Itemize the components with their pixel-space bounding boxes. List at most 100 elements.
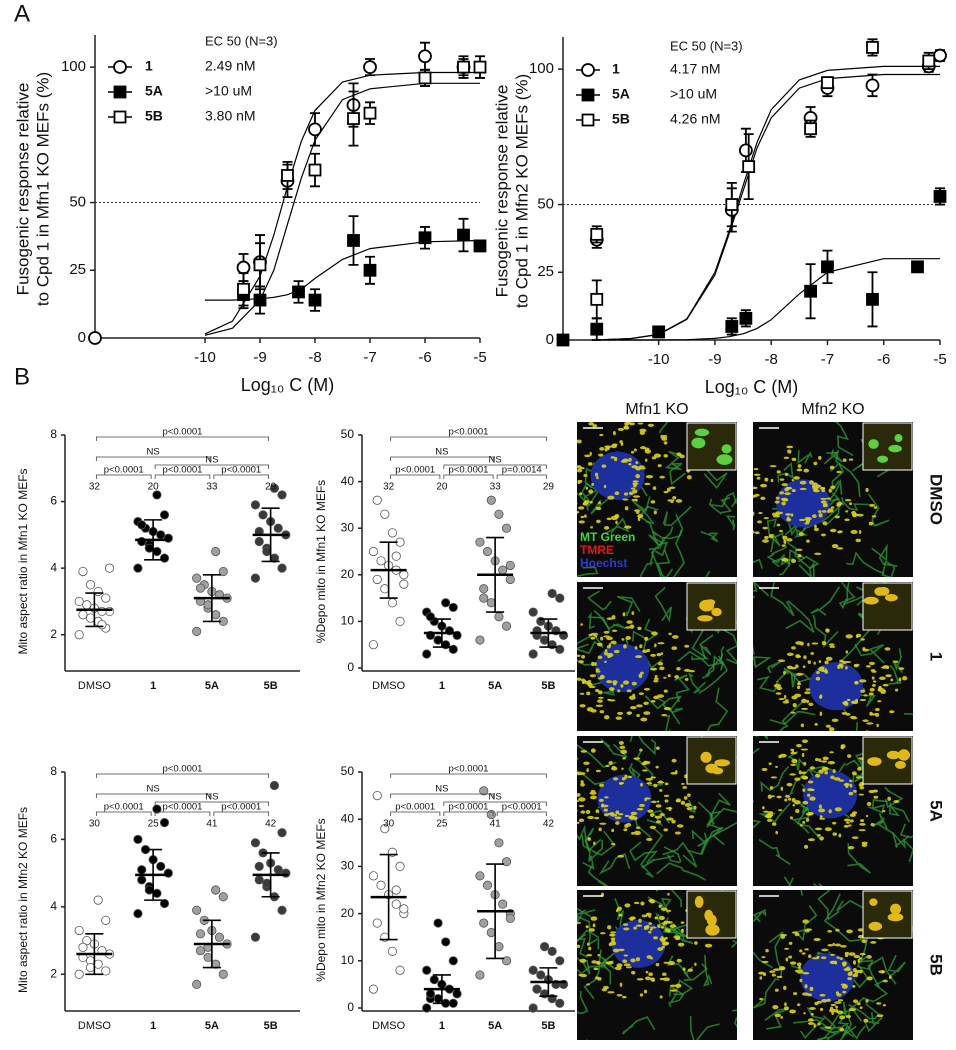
comparison-label: NS (147, 447, 160, 458)
marker (236, 260, 251, 275)
data-point (372, 790, 382, 801)
micrograph-texture (772, 1004, 779, 1010)
data-point (376, 556, 386, 566)
micrograph-texture (821, 669, 829, 673)
micrograph-texture (644, 458, 648, 462)
micrograph-texture (626, 422, 632, 425)
micrograph-texture (590, 636, 595, 640)
micrograph-texture (583, 949, 602, 1000)
marker (590, 292, 604, 306)
micrograph-texture (633, 757, 641, 760)
micrograph-texture (621, 767, 624, 770)
micrograph-texture (643, 701, 649, 705)
micrograph-texture (609, 687, 615, 692)
micrograph-texture (885, 674, 892, 678)
micrograph-texture (877, 455, 889, 463)
micrograph-texture (627, 775, 632, 778)
micrograph-texture (784, 1002, 787, 1007)
micrograph-texture (632, 489, 638, 494)
micrograph-texture (623, 644, 627, 649)
data-point (475, 871, 485, 881)
micrograph-texture (876, 1002, 882, 1005)
micrograph-texture (852, 968, 857, 973)
micrograph-texture (791, 646, 796, 650)
micrograph-texture (694, 941, 698, 945)
micrograph-texture (623, 525, 632, 529)
micrograph-texture (635, 461, 639, 465)
micrograph-texture (570, 656, 572, 658)
micrograph-texture (650, 800, 657, 804)
micrograph-texture (643, 687, 651, 691)
micrograph-texture (552, 500, 559, 502)
data-point (277, 828, 287, 838)
micrograph-texture (556, 466, 561, 469)
x-tick-label: 1 (150, 1020, 156, 1032)
micrograph-texture (802, 919, 809, 924)
micrograph-texture (657, 924, 661, 928)
micrograph-texture (732, 1009, 737, 1028)
micrograph-texture (778, 698, 785, 701)
micrograph-texture (807, 642, 810, 647)
fit-curve (204, 82, 480, 336)
data-point (163, 533, 173, 543)
micrograph-texture (802, 665, 806, 669)
data-point (387, 946, 398, 956)
micrograph-texture (580, 810, 586, 814)
micrograph-texture (860, 819, 865, 823)
micrograph-texture (866, 665, 871, 668)
comparison-bracket (213, 811, 270, 816)
micrograph-texture (597, 642, 603, 647)
micrograph-texture (619, 982, 623, 987)
micrograph-texture (612, 680, 618, 685)
comparison-bracket (95, 811, 152, 816)
marker (933, 48, 947, 63)
micrograph-texture (654, 643, 657, 648)
micrograph-texture (812, 482, 818, 487)
micrograph-texture (598, 852, 631, 875)
micrograph-texture (663, 707, 672, 711)
micrograph-texture (848, 824, 852, 827)
micrograph-texture (771, 973, 776, 977)
micrograph-texture (852, 811, 858, 815)
micrograph-texture (783, 539, 787, 544)
micrograph-texture (815, 773, 821, 778)
y-tick-label: 8 (50, 764, 57, 778)
micrograph-texture (854, 681, 859, 684)
micrograph-texture (884, 594, 898, 602)
micrograph-texture (659, 788, 663, 792)
data-point (536, 970, 546, 980)
micrograph-texture (562, 514, 567, 517)
micrograph-texture (869, 687, 875, 692)
marker (308, 293, 322, 307)
micrograph-texture (860, 689, 866, 693)
micrograph-texture (791, 695, 798, 700)
micrograph-texture (698, 655, 728, 694)
marker (473, 239, 487, 253)
micrograph-texture (832, 821, 837, 825)
micrograph-texture (808, 1018, 814, 1022)
data-point (152, 888, 162, 898)
micrograph-texture (579, 492, 583, 496)
micrograph-texture (880, 691, 886, 694)
micrograph-texture (615, 716, 623, 720)
data-point (101, 593, 111, 603)
micrograph-texture (797, 464, 802, 468)
y-axis-label: %Depo mito in Mfn1 KO MEFs (314, 480, 328, 643)
x-tick-label: -9 (708, 351, 721, 368)
micrograph-texture (809, 796, 816, 801)
comparison-bracket (95, 793, 211, 798)
micrograph-texture (671, 819, 676, 824)
micrograph-texture (610, 813, 618, 817)
micrograph-texture (835, 1005, 838, 1009)
micrograph-texture (771, 795, 775, 798)
micrograph-texture (594, 816, 600, 820)
y-tick-label: 50 (341, 427, 355, 441)
data-point (277, 563, 287, 573)
micrograph-texture (852, 999, 858, 1004)
micrograph-texture (648, 930, 652, 934)
micrograph-texture (662, 506, 692, 527)
data-point (133, 834, 143, 845)
marker (253, 258, 267, 272)
micrograph-texture (848, 1008, 857, 1012)
micrograph-texture (798, 532, 804, 536)
